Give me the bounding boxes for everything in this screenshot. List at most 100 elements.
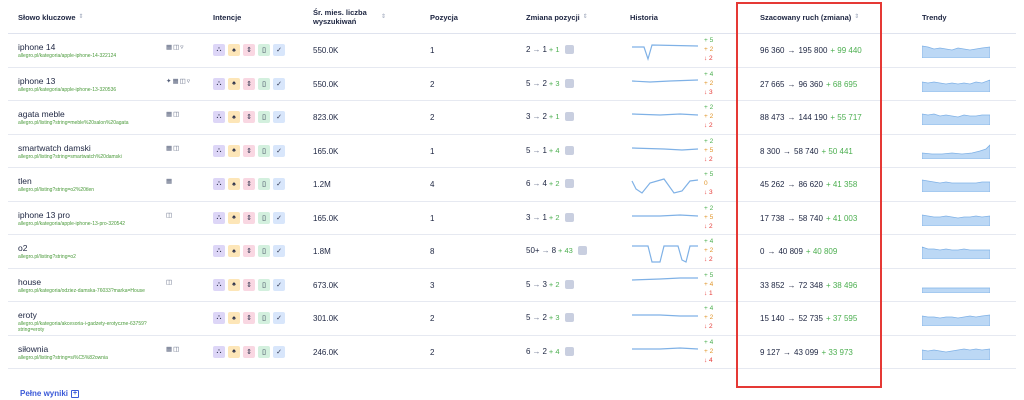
intent-comm-icon[interactable]: ⇕ (243, 144, 255, 157)
header-position[interactable]: Pozycja (430, 12, 458, 22)
intent-trans-icon[interactable]: ▯ (258, 211, 270, 224)
position-history-sparkline[interactable] (630, 171, 700, 199)
intent-local-icon[interactable]: ✓ (273, 144, 285, 157)
intent-nav-icon[interactable]: ⛬ (213, 345, 225, 358)
position-history-sparkline[interactable] (630, 339, 700, 367)
intent-comm-icon[interactable]: ⇕ (243, 312, 255, 324)
intent-nav-icon[interactable]: ⛬ (213, 111, 225, 123)
position-history-sparkline[interactable] (630, 71, 700, 99)
ranking-url[interactable]: allegro.pl/kategoria/apple-iphone-14-322… (18, 53, 117, 59)
ranking-url[interactable]: allegro.pl/listing?string=meble%20salon%… (18, 120, 129, 126)
intent-nav-icon[interactable]: ⛬ (213, 144, 225, 157)
intent-local-icon[interactable]: ✓ (273, 178, 285, 190)
intent-local-icon[interactable]: ✓ (273, 312, 285, 324)
ranking-url[interactable]: allegro.pl/kategoria/apple-iphone-13-320… (18, 86, 117, 93)
intent-comm-icon[interactable]: ⇕ (243, 44, 255, 56)
keyword-link[interactable]: agata meble (18, 109, 65, 119)
ranking-url[interactable]: allegro.pl/listing?string=o2%20tlen (18, 187, 95, 193)
header-change[interactable]: Zmiana pozycji ⇕ (526, 12, 588, 22)
intent-info-icon[interactable]: ♠ (228, 44, 240, 56)
intent-comm-icon[interactable]: ⇕ (243, 111, 255, 123)
intent-nav-icon[interactable]: ⛬ (213, 178, 225, 190)
intent-local-icon[interactable]: ✓ (273, 245, 285, 257)
header-keyword[interactable]: Słowo kluczowe ⇕ (18, 12, 84, 22)
position-history-sparkline[interactable] (630, 272, 700, 300)
intent-nav-icon[interactable]: ⛬ (213, 312, 225, 324)
keyword-link[interactable]: house (18, 276, 42, 287)
intent-trans-icon[interactable]: ▯ (258, 111, 270, 123)
intent-nav-icon[interactable]: ⛬ (213, 44, 225, 56)
ranking-url[interactable]: allegro.pl/kategoria/odziez-damska-76033… (18, 287, 145, 294)
intent-info-icon[interactable]: ♠ (228, 111, 240, 123)
keyword-link[interactable]: tlen (18, 176, 32, 186)
intent-trans-icon[interactable]: ▯ (258, 312, 270, 324)
intent-comm-icon[interactable]: ⇕ (243, 278, 255, 291)
search-volume: 673.0K (313, 280, 339, 290)
serp-snapshot-icon[interactable] (564, 145, 574, 155)
serp-snapshot-icon[interactable] (564, 179, 574, 188)
intent-local-icon[interactable]: ✓ (273, 211, 285, 224)
ranking-url[interactable]: allegro.pl/kategoria/apple-iphone-13-pro… (18, 220, 126, 227)
keyword-link[interactable]: eroty (18, 310, 37, 320)
header-traffic[interactable]: Szacowany ruch (zmiana) ⇕ (760, 12, 860, 22)
serp-snapshot-icon[interactable] (564, 112, 574, 121)
intent-info-icon[interactable]: ♠ (228, 245, 240, 257)
header-volume-sort[interactable]: ⇕ (378, 0, 386, 34)
keyword-link[interactable]: siłownia (18, 343, 49, 354)
position-history-sparkline[interactable] (630, 104, 700, 132)
ranking-url[interactable]: allegro.pl/listing?string=smartwatch%20d… (18, 153, 122, 160)
position-history-sparkline[interactable] (630, 238, 700, 266)
position-history-sparkline[interactable] (630, 37, 700, 65)
intent-trans-icon[interactable]: ▯ (258, 144, 270, 157)
intent-trans-icon[interactable]: ▯ (258, 278, 270, 291)
intent-info-icon[interactable]: ♠ (228, 77, 240, 90)
keyword-link[interactable]: o2 (18, 243, 28, 253)
intent-trans-icon[interactable]: ▯ (258, 245, 270, 257)
intent-comm-icon[interactable]: ⇕ (243, 77, 255, 90)
intent-local-icon[interactable]: ✓ (273, 111, 285, 123)
intent-nav-icon[interactable]: ⛬ (213, 245, 225, 257)
intent-trans-icon[interactable]: ▯ (258, 44, 270, 56)
intent-trans-icon[interactable]: ▯ (258, 178, 270, 190)
intent-comm-icon[interactable]: ⇕ (243, 345, 255, 358)
intent-nav-icon[interactable]: ⛬ (213, 278, 225, 291)
intent-local-icon[interactable]: ✓ (273, 77, 285, 90)
serp-snapshot-icon[interactable] (564, 212, 574, 222)
serp-snapshot-icon[interactable] (564, 45, 574, 54)
position-history-sparkline[interactable] (630, 205, 700, 233)
serp-snapshot-icon[interactable] (577, 246, 587, 255)
intent-info-icon[interactable]: ♠ (228, 144, 240, 157)
intent-local-icon[interactable]: ✓ (273, 345, 285, 358)
keyword-link[interactable]: smartwatch damski (18, 142, 91, 153)
keyword-link[interactable]: iphone 14 (18, 42, 56, 52)
serp-snapshot-icon[interactable] (564, 346, 574, 356)
intent-local-icon[interactable]: ✓ (273, 278, 285, 291)
serp-snapshot-icon[interactable] (564, 313, 574, 322)
intent-comm-icon[interactable]: ⇕ (243, 245, 255, 257)
ranking-url[interactable]: allegro.pl/listing?string=o2 (18, 254, 76, 260)
plus-square-icon: + (71, 389, 80, 398)
intent-info-icon[interactable]: ♠ (228, 312, 240, 324)
trend-chart (921, 344, 991, 360)
ranking-url[interactable]: allegro.pl/kategoria/akcesoria-i-gadzety… (18, 321, 147, 333)
serp-snapshot-icon[interactable] (564, 78, 574, 88)
intent-trans-icon[interactable]: ▯ (258, 77, 270, 90)
position-history-sparkline[interactable] (630, 138, 700, 166)
intent-nav-icon[interactable]: ⛬ (213, 211, 225, 224)
intent-comm-icon[interactable]: ⇕ (243, 178, 255, 190)
header-volume[interactable]: Śr. mies. liczba wyszukiwań (313, 8, 367, 26)
intent-info-icon[interactable]: ♠ (228, 278, 240, 291)
intent-trans-icon[interactable]: ▯ (258, 345, 270, 358)
intent-info-icon[interactable]: ♠ (228, 345, 240, 358)
ranking-url[interactable]: allegro.pl/listing?string=si%C5%82ownia (18, 354, 108, 361)
intent-info-icon[interactable]: ♠ (228, 211, 240, 224)
intent-info-icon[interactable]: ♠ (228, 178, 240, 190)
intent-local-icon[interactable]: ✓ (273, 44, 285, 56)
serp-snapshot-icon[interactable] (564, 279, 574, 289)
intent-nav-icon[interactable]: ⛬ (213, 77, 225, 90)
intent-comm-icon[interactable]: ⇕ (243, 211, 255, 224)
keyword-link[interactable]: iphone 13 (18, 75, 56, 86)
full-results-link[interactable]: Pełne wyniki + (20, 389, 80, 398)
keyword-link[interactable]: iphone 13 pro (18, 209, 70, 220)
position-history-sparkline[interactable] (630, 305, 700, 333)
